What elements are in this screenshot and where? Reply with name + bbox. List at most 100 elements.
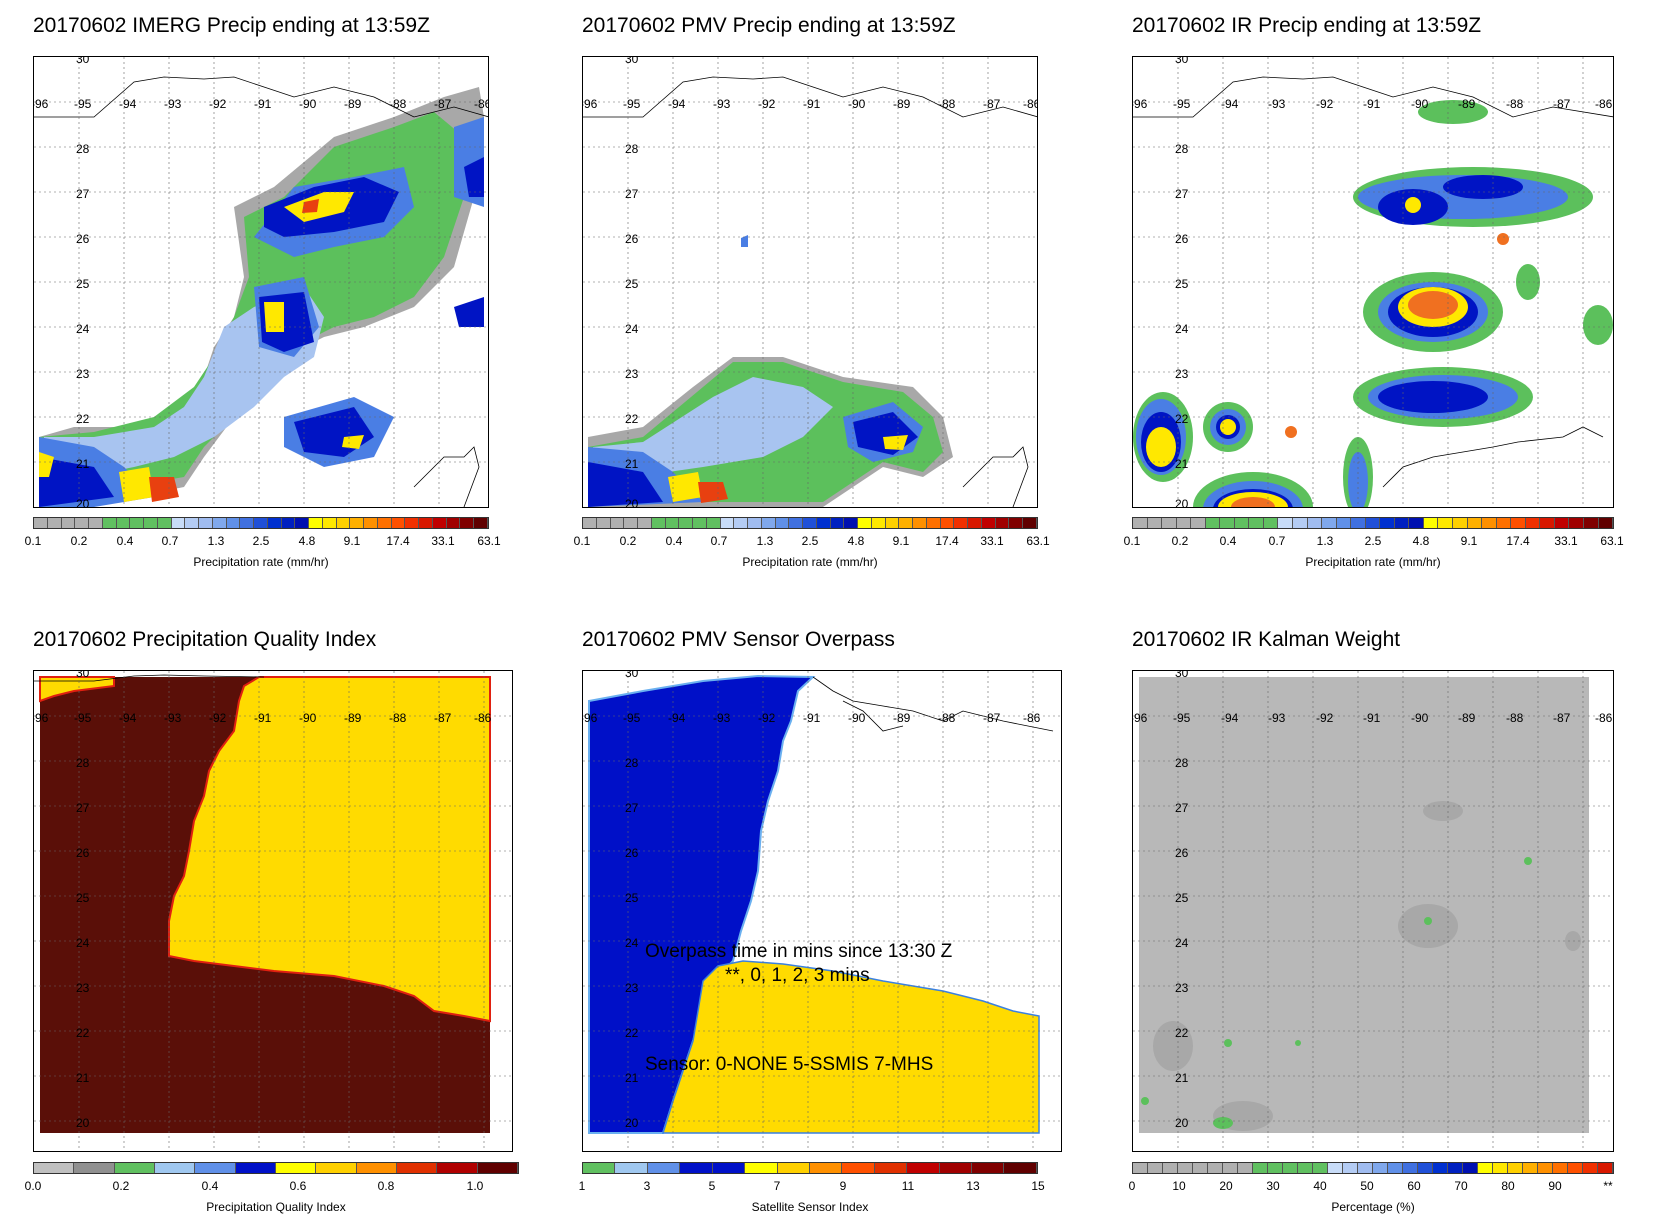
lon-label: -89 xyxy=(1458,711,1476,725)
colorbar-swatch xyxy=(1423,518,1439,528)
lon-label: -95 xyxy=(623,711,641,725)
panel-title: 20170602 IR Precip ending at 13:59Z xyxy=(1132,14,1482,37)
colorbar-swatch xyxy=(1178,1163,1193,1173)
colorbar-swatch xyxy=(871,518,886,528)
lon-label: -93 xyxy=(713,711,731,725)
lat-label: 23 xyxy=(76,367,90,381)
colorbar-tick: 2.5 xyxy=(1364,534,1382,548)
colorbar-label: Percentage (%) xyxy=(1331,1200,1415,1214)
lon-label: -94 xyxy=(1221,97,1239,111)
colorbar-tick: 11 xyxy=(901,1179,915,1193)
colorbar-swatch xyxy=(596,518,611,528)
colorbar-swatch xyxy=(954,518,968,528)
colorbar-swatch xyxy=(777,1163,810,1173)
lon-label: -96 xyxy=(1133,97,1148,111)
quality-field xyxy=(34,674,491,1133)
precip-map: -96 -95 -94 -93 -92 -91 -90 -89 -88 -87 … xyxy=(582,56,1038,508)
colorbar-swatch xyxy=(1298,1163,1313,1173)
lon-label: -90 xyxy=(299,711,317,725)
lon-label: -95 xyxy=(1173,711,1191,725)
lon-label: -88 xyxy=(389,711,407,725)
colorbar-tick: 9 xyxy=(839,1179,847,1193)
colorbar-swatch xyxy=(679,518,693,528)
lon-label: -87 xyxy=(1553,97,1571,111)
colorbar-swatch xyxy=(1220,518,1235,528)
colorbar-swatch xyxy=(907,1163,940,1173)
lat-label: 30 xyxy=(625,670,639,680)
lon-label: -90 xyxy=(299,97,317,111)
colorbar-swatch xyxy=(981,518,996,528)
colorbar-swatch xyxy=(144,518,158,528)
lat-label: 20 xyxy=(1175,1116,1189,1130)
lon-label: -88 xyxy=(1506,711,1524,725)
precip-map: -96 -95 -94 -93 -92 -91 -90 -89 -88 -87 … xyxy=(33,56,489,508)
colorbar-swatch xyxy=(789,518,803,528)
precip-field xyxy=(1133,76,1613,507)
lon-label: -88 xyxy=(938,97,956,111)
colorbar-swatch xyxy=(1496,518,1512,528)
colorbar-swatch xyxy=(1358,1163,1373,1173)
colorbar-tick: 15 xyxy=(1031,1179,1045,1193)
colorbar-swatch xyxy=(1234,518,1250,528)
lon-label: -93 xyxy=(1268,711,1286,725)
colorbar-swatch xyxy=(1467,518,1483,528)
lat-label: 24 xyxy=(76,936,90,950)
colorbar-tick: 0.2 xyxy=(619,534,637,548)
colorbar-swatch xyxy=(34,518,48,528)
colorbar-swatch xyxy=(1223,1163,1238,1173)
lat-label: 27 xyxy=(1175,187,1189,201)
grid-lines xyxy=(583,57,1037,507)
colorbar-swatch xyxy=(1133,1163,1148,1173)
colorbar-swatch xyxy=(377,518,392,528)
lon-label: -87 xyxy=(983,97,1001,111)
colorbar-tick: 1.3 xyxy=(207,534,225,548)
lon-label: -93 xyxy=(1268,97,1286,111)
colorbar-swatch xyxy=(1583,1163,1598,1173)
lat-label: 27 xyxy=(76,801,90,815)
lon-label: -95 xyxy=(1173,97,1191,111)
lat-label: 21 xyxy=(76,457,90,471)
panel-imerg: 20170602 IMERG Precip ending at 13:59Z xyxy=(25,14,553,604)
colorbar-swatch xyxy=(1162,518,1177,528)
lat-label: 27 xyxy=(625,187,639,201)
colorbar-swatch xyxy=(405,518,419,528)
colorbar-swatch xyxy=(1147,518,1163,528)
colorbar-swatch xyxy=(275,1163,317,1173)
lon-label: -88 xyxy=(1506,97,1524,111)
colorbar-label: Precipitation rate (mm/hr) xyxy=(742,555,878,569)
colorbar-swatch xyxy=(1388,1163,1403,1173)
colorbar-swatch xyxy=(477,1163,518,1173)
colorbar-tick: 70 xyxy=(1454,1179,1468,1193)
colorbar xyxy=(33,1162,519,1174)
overpass-note: Overpass time in mins since 13:30 Z xyxy=(645,941,953,962)
lon-label: -94 xyxy=(119,711,137,725)
lat-label: 21 xyxy=(76,1071,90,1085)
colorbar-tick: 0.1 xyxy=(1123,534,1141,548)
colorbar-swatch xyxy=(1538,1163,1553,1173)
colorbar-swatch xyxy=(899,518,913,528)
colorbar-tick: 17.4 xyxy=(935,534,959,548)
lon-label: -91 xyxy=(803,97,821,111)
colorbar-swatch xyxy=(680,1163,713,1173)
colorbar-swatch xyxy=(130,518,144,528)
colorbar-swatch xyxy=(647,1163,681,1173)
colorbar-tick: 0.2 xyxy=(1171,534,1189,548)
lon-label: -86 xyxy=(1595,711,1613,725)
colorbar-swatch xyxy=(610,518,625,528)
overpass-times: **, 0, 1, 2, 3 mins xyxy=(725,965,870,986)
colorbar-label: Satellite Sensor Index xyxy=(751,1200,869,1214)
colorbar-swatch xyxy=(322,518,337,528)
colorbar-swatch xyxy=(89,518,103,528)
lat-label: 23 xyxy=(1175,367,1189,381)
lon-label: -87 xyxy=(434,711,452,725)
lat-label: 21 xyxy=(1175,1071,1189,1085)
colorbar-swatch xyxy=(254,518,268,528)
colorbar-swatch xyxy=(1193,1163,1208,1173)
lat-label: 23 xyxy=(1175,981,1189,995)
colorbar-swatch xyxy=(350,518,364,528)
colorbar-swatch xyxy=(874,1163,908,1173)
lon-label: -92 xyxy=(758,711,776,725)
overpass-field xyxy=(588,674,1054,1134)
lon-label: -90 xyxy=(848,711,866,725)
colorbar-swatch xyxy=(1583,518,1599,528)
